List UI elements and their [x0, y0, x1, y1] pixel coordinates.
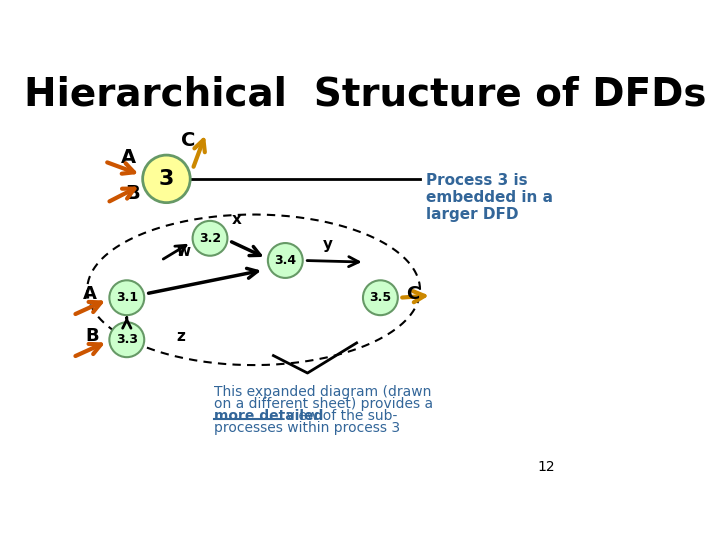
Text: 3.5: 3.5 [369, 291, 392, 304]
Text: A: A [84, 285, 97, 303]
Text: 3.2: 3.2 [199, 232, 221, 245]
Circle shape [268, 243, 302, 278]
Circle shape [143, 155, 190, 202]
Text: B: B [125, 184, 140, 202]
Text: This expanded diagram (drawn: This expanded diagram (drawn [214, 385, 431, 399]
Text: A: A [120, 148, 135, 167]
Text: B: B [86, 327, 99, 345]
Text: view of the sub-: view of the sub- [282, 409, 397, 423]
Text: x: x [233, 212, 242, 227]
Text: processes within process 3: processes within process 3 [214, 421, 400, 435]
Text: Hierarchical  Structure of DFDs: Hierarchical Structure of DFDs [24, 75, 706, 113]
Text: z: z [176, 329, 185, 345]
Text: C: C [181, 131, 195, 150]
Text: Process 3 is
embedded in a
larger DFD: Process 3 is embedded in a larger DFD [426, 172, 554, 222]
Circle shape [109, 280, 144, 315]
Text: more detailed: more detailed [214, 409, 323, 423]
Text: on a different sheet) provides a: on a different sheet) provides a [214, 397, 433, 411]
Text: 3.3: 3.3 [116, 333, 138, 346]
Circle shape [192, 221, 228, 256]
Text: 3.1: 3.1 [116, 291, 138, 304]
Circle shape [109, 322, 144, 357]
Text: 3.4: 3.4 [274, 254, 297, 267]
Text: w: w [176, 244, 191, 259]
Text: C: C [406, 285, 419, 303]
Text: 3: 3 [158, 169, 174, 189]
Text: 12: 12 [537, 461, 554, 475]
Circle shape [363, 280, 398, 315]
Text: y: y [323, 237, 333, 252]
